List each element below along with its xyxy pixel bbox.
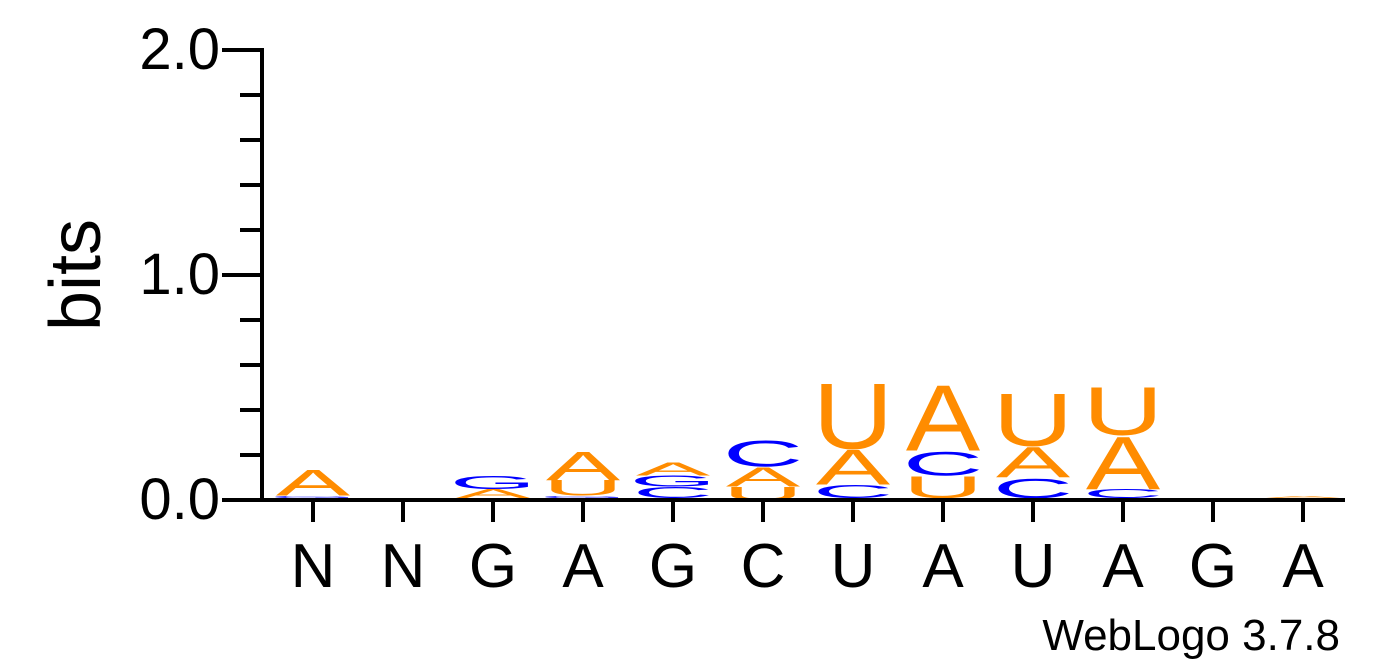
- x-tick-label: N: [381, 532, 426, 601]
- x-tick-label: C: [741, 532, 786, 601]
- letter-stacks: UGAAUAGCGUAUCGAUACGCAUGUCAGCAUGCAUUA: [270, 364, 1344, 506]
- logo-letter-a: A: [276, 462, 351, 504]
- logo-letter-c: C: [723, 432, 803, 474]
- logo-letter-a: A: [906, 366, 981, 471]
- x-tick-label: A: [922, 532, 964, 601]
- x-tick-label: G: [469, 532, 517, 601]
- x-tick-label: G: [1189, 532, 1237, 601]
- weblogo-credit: WebLogo 3.7.8: [1042, 611, 1340, 660]
- logo-letter-c: C: [633, 484, 713, 501]
- logo-letter-u: U: [813, 364, 893, 469]
- x-tick-label: U: [1011, 532, 1056, 601]
- y-axis-label: bits: [36, 219, 116, 331]
- y-axis: 0.0 1.0 2.0: [139, 17, 264, 532]
- y-tick-label: 2.0: [139, 17, 220, 82]
- x-tick-label: N: [291, 532, 336, 601]
- y-tick-label: 0.0: [139, 467, 220, 532]
- logo-letter-a: A: [726, 461, 801, 492]
- logo-letter-a: A: [546, 443, 620, 489]
- logo-letter-c: C: [1083, 486, 1163, 500]
- logo-letter-u: U: [1083, 372, 1163, 449]
- logo-letter-a: A: [816, 440, 891, 496]
- x-tick-label: A: [1102, 532, 1144, 601]
- logo-letter-a: A: [1086, 422, 1161, 506]
- y-tick-label: 1.0: [139, 242, 220, 307]
- x-tick-label: U: [831, 532, 876, 601]
- logo-letter-g: G: [630, 472, 717, 489]
- logo-letter-a: A: [1266, 495, 1341, 498]
- logo-letter-a: A: [996, 438, 1071, 487]
- logo-letter-u: U: [993, 379, 1073, 463]
- x-tick-label: G: [649, 532, 697, 601]
- logo-letter-c: C: [813, 481, 893, 502]
- logo-letter-g: G: [270, 495, 357, 498]
- logo-letter-a: A: [636, 458, 711, 479]
- logo-letter-u: U: [543, 476, 623, 501]
- x-tick-label: A: [562, 532, 604, 601]
- x-tick-label: A: [1282, 532, 1324, 601]
- logo-letter-g: G: [450, 472, 537, 493]
- logo-letter-a: A: [456, 486, 530, 500]
- logo-letter-c: C: [903, 444, 983, 482]
- logo-letter-g: G: [540, 495, 627, 498]
